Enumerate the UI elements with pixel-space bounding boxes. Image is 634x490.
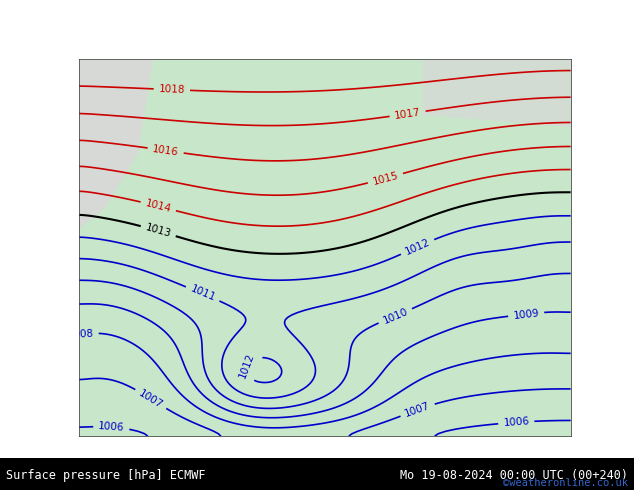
Polygon shape bbox=[424, 59, 571, 127]
Text: Surface pressure [hPa] ECMWF: Surface pressure [hPa] ECMWF bbox=[6, 469, 206, 482]
Text: 1012: 1012 bbox=[238, 351, 257, 380]
Text: 1008: 1008 bbox=[67, 328, 94, 340]
Text: 1011: 1011 bbox=[188, 284, 217, 303]
Text: ©weatheronline.co.uk: ©weatheronline.co.uk bbox=[503, 478, 628, 489]
Text: 1006: 1006 bbox=[98, 421, 125, 433]
Text: 1016: 1016 bbox=[152, 144, 179, 157]
Text: 1006: 1006 bbox=[503, 416, 530, 428]
Text: 1017: 1017 bbox=[394, 107, 422, 121]
Text: 1012: 1012 bbox=[403, 237, 432, 257]
Text: 1010: 1010 bbox=[381, 306, 410, 326]
Text: 1007: 1007 bbox=[403, 401, 432, 419]
Text: 1009: 1009 bbox=[512, 308, 540, 320]
Text: 1014: 1014 bbox=[145, 198, 172, 214]
Text: 1015: 1015 bbox=[372, 170, 399, 187]
Text: Mo 19-08-2024 00:00 UTC (00+240): Mo 19-08-2024 00:00 UTC (00+240) bbox=[399, 469, 628, 482]
Polygon shape bbox=[79, 59, 153, 228]
Text: 1007: 1007 bbox=[137, 388, 165, 410]
Text: 1013: 1013 bbox=[144, 222, 172, 240]
Text: 1018: 1018 bbox=[158, 84, 185, 95]
